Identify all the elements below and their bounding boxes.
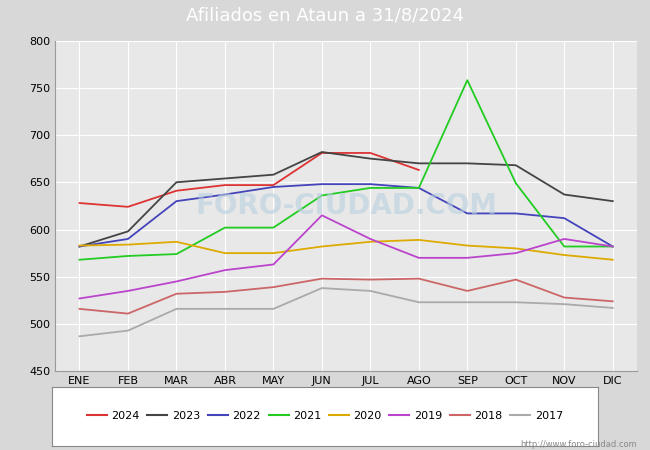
Text: FORO-CIUDAD.COM: FORO-CIUDAD.COM (195, 192, 497, 220)
Text: http://www.foro-ciudad.com: http://www.foro-ciudad.com (520, 440, 637, 449)
Legend: 2024, 2023, 2022, 2021, 2020, 2019, 2018, 2017: 2024, 2023, 2022, 2021, 2020, 2019, 2018… (83, 407, 567, 426)
Text: Afiliados en Ataun a 31/8/2024: Afiliados en Ataun a 31/8/2024 (186, 7, 464, 25)
